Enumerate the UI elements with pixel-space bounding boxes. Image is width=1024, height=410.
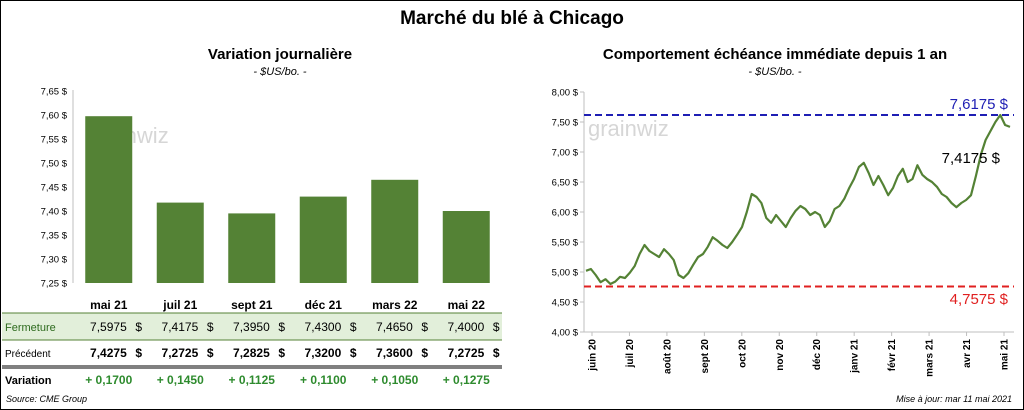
- left-x-labels: mai 21 juil 21 sept 21 déc 21 mars 22 mai 22: [90, 298, 485, 312]
- table-cell-unit: $: [278, 320, 285, 334]
- right-watermark: grainwiz: [588, 116, 669, 141]
- right-y-tick-label: 6,00 $: [552, 208, 579, 219]
- table-cell-value: 7,5975: [90, 320, 127, 334]
- table-cell-unit: $: [350, 346, 357, 360]
- left-y-tick-label: 7,60 $: [41, 111, 68, 122]
- table-cell-value: + 0,1100: [300, 373, 347, 387]
- table-cell-value: 7,4275: [90, 346, 127, 360]
- right-y-tick-label: 8,00 $: [552, 88, 579, 99]
- bar: [299, 196, 347, 283]
- left-y-tick-label: 7,30 $: [41, 255, 68, 266]
- left-y-tick-label: 7,55 $: [41, 135, 68, 146]
- table-cell-value: 7,3200: [305, 346, 342, 360]
- right-x-tick-label: avr 21: [962, 339, 973, 368]
- bar: [85, 116, 133, 283]
- right-y-tick-label: 6,50 $: [552, 178, 579, 189]
- table-cell-value: + 0,1450: [157, 373, 204, 387]
- table-cell-unit: $: [493, 346, 500, 360]
- right-y-ticks: 4,00 $ 4,50 $ 5,00 $ 5,50 $ 6,00 $ 6,50 $ 7,00…: [552, 88, 584, 339]
- left-y-tick-label: 7,65 $: [41, 87, 68, 98]
- table-cell-value: 7,2725: [162, 346, 199, 360]
- right-y-tick-label: 4,00 $: [552, 328, 579, 339]
- table-cell-value: + 0,1700: [85, 373, 132, 387]
- table-cell-value: 7,4000: [448, 320, 485, 334]
- table-cell-value: 7,4300: [305, 320, 342, 334]
- right-x-tick-label: oct 20: [737, 339, 748, 368]
- left-y-tick-label: 7,35 $: [41, 231, 68, 242]
- table-cell-unit: $: [207, 346, 214, 360]
- data-table: Fermeture 7,5975 $7,4175 $7,3950 $7,4300 $7,4…: [5, 320, 500, 387]
- table-row-label: Précédent: [5, 349, 51, 360]
- bar-category-label: sept 21: [231, 298, 273, 312]
- right-y-tick-label: 4,50 $: [552, 298, 579, 309]
- right-y-tick-label: 5,00 $: [552, 268, 579, 279]
- table-cell-value: + 0,1125: [229, 373, 276, 387]
- table-cell-unit: $: [278, 346, 285, 360]
- table-cell-unit: $: [493, 320, 500, 334]
- table-cell-value: 7,3600: [376, 346, 413, 360]
- table-cell-value: 7,2825: [233, 346, 270, 360]
- table-cell-unit: $: [421, 346, 428, 360]
- table-cell-value: 7,2725: [448, 346, 485, 360]
- left-y-ticks: 7,25 $ 7,30 $ 7,35 $ 7,40 $ 7,45 $ 7,50 $ 7,55…: [41, 87, 68, 290]
- bar: [442, 211, 490, 283]
- footer-source: Source: CME Group: [6, 394, 88, 404]
- table-row-label: Fermeture: [5, 322, 56, 334]
- table-row-label: Variation: [5, 375, 52, 387]
- left-chart-subtitle: - $US/bo. -: [253, 66, 307, 78]
- bar-category-label: mars 22: [372, 298, 418, 312]
- right-x-tick-label: juin 20: [588, 339, 599, 372]
- right-y-tick-label: 5,50 $: [552, 238, 579, 249]
- right-y-tick-label: 7,50 $: [552, 118, 579, 129]
- right-chart-title: Comportement échéance immédiate depuis 1…: [602, 46, 948, 63]
- bar: [371, 179, 419, 283]
- bar-category-label: juil 21: [162, 298, 197, 312]
- right-x-tick-label: mars 21: [925, 339, 936, 377]
- bar: [156, 202, 204, 283]
- table-cell-unit: $: [207, 320, 214, 334]
- right-x-tick-label: juil 20: [625, 339, 636, 369]
- table-cell-unit: $: [135, 320, 142, 334]
- right-x-tick-label: févr 21: [887, 339, 898, 372]
- table-cell-value: 7,3950: [233, 320, 270, 334]
- right-x-tick-label: janv 21: [850, 339, 861, 374]
- right-x-tick-label: nov 20: [775, 339, 786, 371]
- main-title: Marché du blé à Chicago: [400, 8, 624, 29]
- table-cell-value: 7,4175: [162, 320, 199, 334]
- table-cell-unit: $: [135, 346, 142, 360]
- right-watermark-text: grainwiz: [588, 116, 669, 141]
- footer-updated: Mise à jour: mar 11 mai 2021: [896, 394, 1012, 404]
- high-label: 7,6175 $: [950, 96, 1009, 113]
- table-cell-value: + 0,1050: [371, 373, 418, 387]
- right-x-tick-label: mai 21: [1000, 339, 1011, 371]
- left-bars: [85, 116, 490, 283]
- table-cell-value: 7,4650: [376, 320, 413, 334]
- right-x-tick-label: déc 20: [812, 339, 823, 371]
- bar-category-label: mai 22: [448, 298, 486, 312]
- right-x-tick-label: août 20: [662, 339, 673, 374]
- last-value-label: 7,4175 $: [942, 150, 1001, 167]
- left-y-tick-label: 7,25 $: [41, 279, 68, 290]
- table-cell-value: + 0,1275: [443, 373, 490, 387]
- low-label: 4,7575 $: [950, 291, 1009, 308]
- table-cell-unit: $: [421, 320, 428, 334]
- right-x-tick-label: sept 20: [700, 339, 711, 374]
- bar: [228, 213, 276, 283]
- row-highlight-fermeture: [2, 313, 502, 340]
- left-y-tick-label: 7,45 $: [41, 183, 68, 194]
- left-chart-title: Variation journalière: [207, 46, 353, 63]
- table-cell-unit: $: [350, 320, 357, 334]
- bar-category-label: mai 21: [90, 298, 128, 312]
- right-chart-subtitle: - $US/bo. -: [748, 66, 802, 78]
- right-y-tick-label: 7,00 $: [552, 148, 579, 159]
- left-y-tick-label: 7,40 $: [41, 207, 68, 218]
- price-series-line: [585, 113, 1011, 286]
- bar-category-label: déc 21: [305, 298, 343, 312]
- left-y-tick-label: 7,50 $: [41, 159, 68, 170]
- right-x-ticks: juin 20 juil 20 août 20 sept 20 oct 20 nov 20…: [588, 332, 1011, 377]
